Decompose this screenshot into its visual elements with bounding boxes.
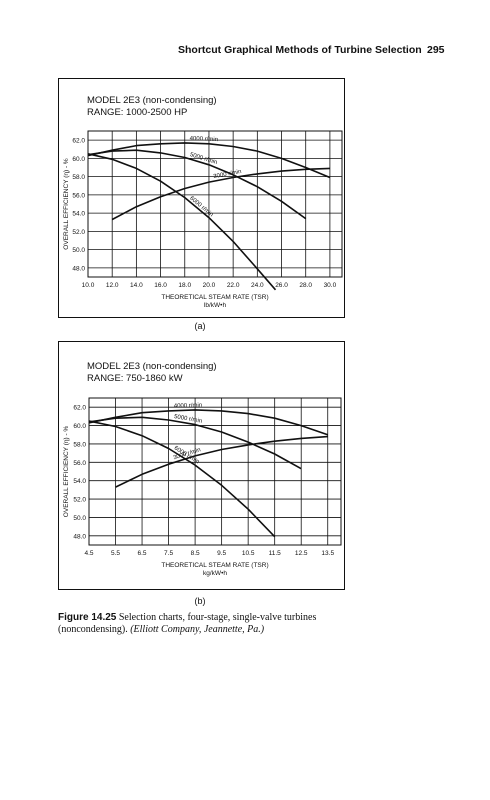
chart-a-plot-frame	[87, 130, 343, 278]
chart-b-xtick-label-6: 10.5	[242, 550, 255, 557]
panel-label-a: (a)	[194, 321, 206, 331]
chart-b-series-2-line	[89, 420, 276, 538]
chart-b-plot-frame	[88, 397, 342, 546]
chart-b-title: MODEL 2E3 (non-condensing)	[87, 361, 217, 372]
chart-b-ytick-label-0: 48.0	[73, 533, 86, 540]
running-head: Shortcut Graphical Methods of Turbine Se…	[0, 44, 490, 58]
chart-b-ytick-label-2: 52.0	[73, 497, 86, 504]
chart-a-xtick-label-2: 14.0	[130, 282, 143, 289]
chart-panel-b: MODEL 2E3 (non-condensing) RANGE: 750-186…	[58, 341, 345, 590]
chart-b-xunit: kg/kW•h	[203, 570, 227, 577]
chart-b-ytick-label-3: 54.0	[73, 478, 86, 485]
chart-a-xtick-label-1: 12.0	[106, 282, 119, 289]
chart-a-ytick-label-4: 56.0	[72, 192, 85, 199]
chart-a-xtick-label-7: 24.0	[251, 282, 264, 289]
chart-a-xtick-label-6: 22.0	[227, 282, 240, 289]
chart-a-title: MODEL 2E3 (non-condensing)	[87, 95, 217, 106]
chart-a-ytick-label-3: 54.0	[72, 211, 85, 218]
chart-b-xtick-label-1: 5.5	[111, 550, 120, 557]
chart-a-xtick-label-0: 10.0	[82, 282, 95, 289]
chart-a-xunit: lb/kW•h	[204, 302, 227, 309]
chart-a-svg: MODEL 2E3 (non-condensing)RANGE: 1000-25…	[63, 95, 343, 309]
chart-b-ytick-label-1: 50.0	[73, 515, 86, 522]
chart-a-xtick-label-9: 28.0	[299, 282, 312, 289]
chart-b-xtick-label-8: 12.5	[295, 550, 308, 557]
chart-b-ylabel: OVERALL EFFICIENCY (η) - %	[63, 426, 70, 518]
chart-a-ytick-label-7: 62.0	[72, 138, 85, 145]
chart-a-xtick-label-8: 26.0	[275, 282, 288, 289]
chart-a-subtitle: RANGE: 1000-2500 HP	[87, 107, 187, 118]
chart-a-series-3-label: 3000 r/min	[213, 169, 242, 180]
chart-a-ytick-label-2: 52.0	[72, 229, 85, 236]
chart-b-ytick-label-7: 62.0	[73, 405, 86, 412]
chart-b-series-1-line	[89, 416, 302, 470]
chart-a-series-0-label: 4000 r/min	[190, 136, 219, 143]
chart-b-series-1-label: 5000 r/min	[174, 414, 203, 425]
chart-b-xtick-label-0: 4.5	[84, 550, 93, 557]
chart-b-series-3-line	[115, 435, 328, 488]
chart-b-xtick-label-5: 9.5	[217, 550, 226, 557]
chart-a-xlabel: THEORETICAL STEAM RATE (TSR)	[161, 294, 268, 301]
chart-a-ytick-label-1: 50.0	[72, 247, 85, 254]
chart-b-ytick-label-5: 58.0	[73, 441, 86, 448]
figure-number: Figure 14.25	[58, 612, 117, 623]
chart-b-xtick-label-2: 6.5	[138, 550, 147, 557]
chart-b-series-0-label: 4000 r/min	[174, 403, 203, 410]
chart-b-xlabel: THEORETICAL STEAM RATE (TSR)	[161, 562, 268, 569]
caption-credit: (Elliott Company, Jeannette, Pa.)	[130, 624, 265, 635]
chart-b-ytick-label-6: 60.0	[73, 423, 86, 430]
chart-b-xtick-label-7: 11.5	[269, 550, 282, 557]
running-title: Shortcut Graphical Methods of Turbine Se…	[178, 44, 422, 56]
chart-b-ytick-label-4: 56.0	[73, 460, 86, 467]
chart-a-series-2-line	[88, 153, 277, 291]
chart-b-subtitle: RANGE: 750-1860 kW	[87, 373, 183, 384]
chart-a-xtick-label-3: 16.0	[154, 282, 167, 289]
chart-a-ytick-label-6: 60.0	[72, 156, 85, 163]
caption-text: Selection charts, four-stage, single-val…	[58, 612, 317, 635]
chart-a-ytick-label-5: 58.0	[72, 174, 85, 181]
chart-a-series-2-label: 6000 r/min	[188, 196, 214, 219]
chart-b-series-0-line	[89, 409, 328, 436]
chart-b-xtick-label-3: 7.5	[164, 550, 173, 557]
chart-b-xtick-label-4: 8.5	[191, 550, 200, 557]
page-number: 295	[427, 44, 445, 56]
chart-a-xtick-label-4: 18.0	[178, 282, 191, 289]
chart-b-xtick-label-9: 13.5	[321, 550, 334, 557]
chart-panel-a: MODEL 2E3 (non-condensing) RANGE: 1000-25…	[58, 78, 345, 318]
chart-a-series-1-line	[88, 149, 307, 220]
chart-a-xtick-label-5: 20.0	[203, 282, 216, 289]
figure-caption: Figure 14.25 Selection charts, four-stag…	[58, 612, 358, 636]
chart-b-svg: MODEL 2E3 (non-condensing)RANGE: 750-186…	[63, 361, 342, 577]
chart-a-series-3-line	[111, 167, 330, 221]
panel-label-b: (b)	[194, 596, 206, 606]
chart-a-ylabel: OVERALL EFFICIENCY (η) - %	[63, 158, 70, 250]
chart-a-xtick-label-10: 30.0	[324, 282, 337, 289]
chart-a-series-0-line	[88, 142, 331, 179]
chart-a-ytick-label-0: 48.0	[72, 265, 85, 272]
